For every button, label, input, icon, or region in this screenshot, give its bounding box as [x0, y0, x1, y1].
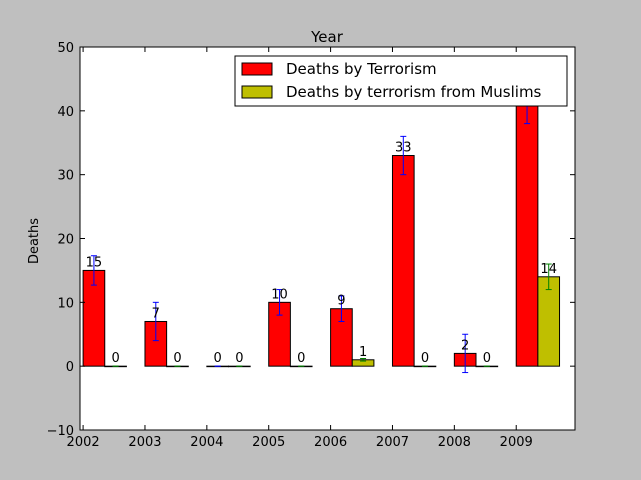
data-label-0-2002: 15	[86, 255, 103, 270]
legend-box	[234, 55, 568, 107]
bar-1-2009	[537, 276, 561, 367]
data-label-1-2007: 0	[421, 351, 429, 366]
bar-0-2007	[391, 155, 415, 367]
y-tick-label: 40	[57, 105, 74, 120]
x-tick-label-2003: 2003	[128, 435, 161, 450]
data-label-1-2002: 0	[111, 351, 119, 366]
x-tick-label-2004: 2004	[190, 435, 223, 450]
y-tick-label: 0	[66, 360, 74, 375]
legend: Deaths by Terrorism Deaths by terrorism …	[234, 55, 568, 107]
data-label-1-2003: 0	[173, 351, 181, 366]
data-label-0-2003: 7	[152, 306, 160, 321]
data-label-1-2008: 0	[483, 351, 491, 366]
legend-swatch-muslims	[241, 85, 273, 99]
bar-0-2009	[515, 103, 539, 367]
data-label-1-2004: 0	[235, 351, 243, 366]
data-label-1-2009: 14	[540, 262, 557, 277]
legend-label-terrorism: Deaths by Terrorism	[286, 60, 437, 78]
x-tick-label-2005: 2005	[252, 435, 285, 450]
legend-label-muslims: Deaths by terrorism from Muslims	[286, 83, 542, 101]
y-tick-label: 50	[57, 41, 74, 56]
data-label-0-2004: 0	[214, 351, 222, 366]
chart-title: Year	[310, 28, 344, 46]
legend-swatch-terrorism	[241, 62, 273, 76]
y-tick-label: 20	[57, 233, 74, 248]
x-tick-label-2008: 2008	[438, 435, 471, 450]
x-tick-label-2006: 2006	[314, 435, 347, 450]
data-label-1-2005: 0	[297, 351, 305, 366]
data-label-1-2006: 1	[359, 345, 367, 360]
y-tick-label: −10	[47, 424, 74, 439]
data-label-0-2008: 2	[461, 338, 469, 353]
y-axis-label: Deaths	[27, 218, 42, 264]
y-tick-label: 10	[57, 296, 74, 311]
x-tick-label-2009: 2009	[500, 435, 533, 450]
data-label-0-2007: 33	[395, 141, 412, 156]
x-tick-label-2007: 2007	[376, 435, 409, 450]
x-tick-label-2002: 2002	[67, 435, 100, 450]
data-label-0-2005: 10	[271, 287, 288, 302]
y-tick-label: 30	[57, 169, 74, 184]
data-label-0-2006: 9	[337, 294, 345, 309]
